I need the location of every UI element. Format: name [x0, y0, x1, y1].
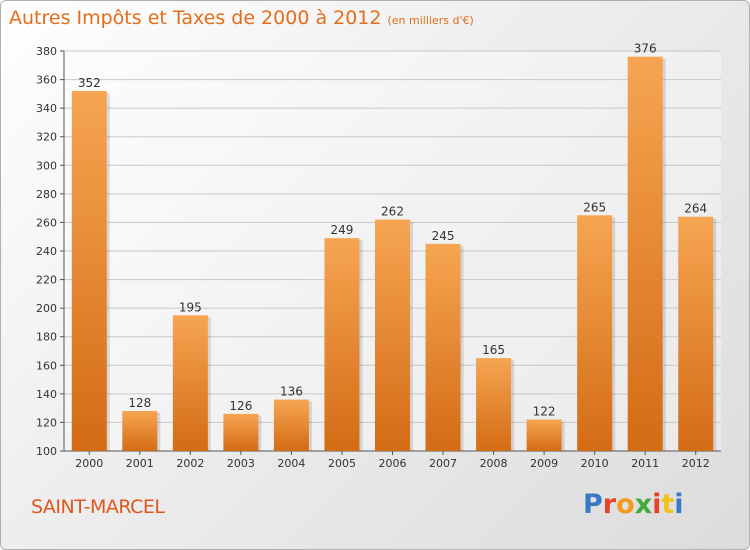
title-text: Autres Impôts et Taxes de 2000 à 2012	[9, 7, 382, 29]
data-label-2011: 376	[634, 42, 657, 56]
bar-2006	[375, 219, 410, 451]
x-tick-label-2011: 2011	[631, 457, 659, 470]
y-tick-label: 320	[36, 131, 57, 144]
x-tick-label-2009: 2009	[530, 457, 558, 470]
logo-letter: r	[602, 489, 617, 520]
y-tick-label: 340	[36, 102, 57, 115]
chart-title: Autres Impôts et Taxes de 2000 à 2012 (en…	[9, 7, 474, 29]
bar-2004	[273, 399, 309, 451]
bar-2000	[71, 91, 107, 451]
x-tick-label-2006: 2006	[379, 457, 407, 470]
data-label-2001: 128	[128, 396, 151, 410]
data-label-2004: 136	[280, 385, 303, 399]
bar-2001	[122, 411, 158, 451]
x-tick-label-2008: 2008	[480, 457, 508, 470]
y-tick-label: 380	[36, 45, 57, 58]
bar-2009	[526, 419, 562, 451]
data-label-2012: 264	[684, 202, 707, 216]
logo-letter: P	[583, 489, 603, 520]
bar-2007	[425, 243, 461, 451]
data-label-2002: 195	[179, 300, 202, 314]
x-tick-label-2012: 2012	[682, 457, 710, 470]
unit-label: (en milliers d'€)	[387, 14, 474, 27]
bar-2002	[172, 315, 208, 451]
x-tick-label-2007: 2007	[429, 457, 457, 470]
proxiti-logo: Proxiti	[583, 489, 684, 520]
y-tick-label: 100	[36, 445, 57, 458]
y-tick-label: 180	[36, 331, 57, 344]
y-tick-label: 160	[36, 359, 57, 372]
x-tick-label-2000: 2000	[75, 457, 103, 470]
y-tick-label: 120	[36, 416, 57, 429]
y-tick-label: 140	[36, 388, 57, 401]
y-tick-label: 240	[36, 245, 57, 258]
y-tick-label: 220	[36, 274, 57, 287]
data-label-2007: 245	[432, 229, 455, 243]
x-tick-label-2004: 2004	[277, 457, 305, 470]
y-tick-label: 260	[36, 216, 57, 229]
bar-2005	[324, 238, 360, 451]
logo-letter: x	[634, 489, 653, 520]
data-label-2006: 262	[381, 205, 404, 219]
x-tick-label-2002: 2002	[176, 457, 204, 470]
bar-2012	[678, 216, 714, 451]
town-name: SAINT-MARCEL	[31, 496, 165, 518]
y-tick-label: 200	[36, 302, 57, 315]
bar-2010	[577, 215, 613, 451]
y-tick-label: 360	[36, 74, 57, 87]
x-tick-label-2001: 2001	[126, 457, 154, 470]
logo-letter: i	[674, 489, 684, 520]
bar-2003	[223, 413, 259, 451]
data-label-2003: 126	[229, 399, 252, 413]
logo-letter: o	[616, 489, 635, 520]
logo-letter: t	[661, 489, 675, 520]
y-tick-label: 300	[36, 159, 57, 172]
x-tick-label-2003: 2003	[227, 457, 255, 470]
data-label-2009: 122	[533, 405, 556, 419]
data-label-2005: 249	[331, 223, 354, 237]
x-tick-label-2005: 2005	[328, 457, 356, 470]
bar-2008	[476, 358, 512, 451]
x-tick-label-2010: 2010	[581, 457, 609, 470]
logo-letter: i	[652, 489, 662, 520]
bar-2011	[627, 56, 663, 451]
data-label-2008: 165	[482, 343, 505, 357]
data-label-2010: 265	[583, 200, 606, 214]
data-label-2000: 352	[78, 76, 101, 90]
y-tick-label: 280	[36, 188, 57, 201]
